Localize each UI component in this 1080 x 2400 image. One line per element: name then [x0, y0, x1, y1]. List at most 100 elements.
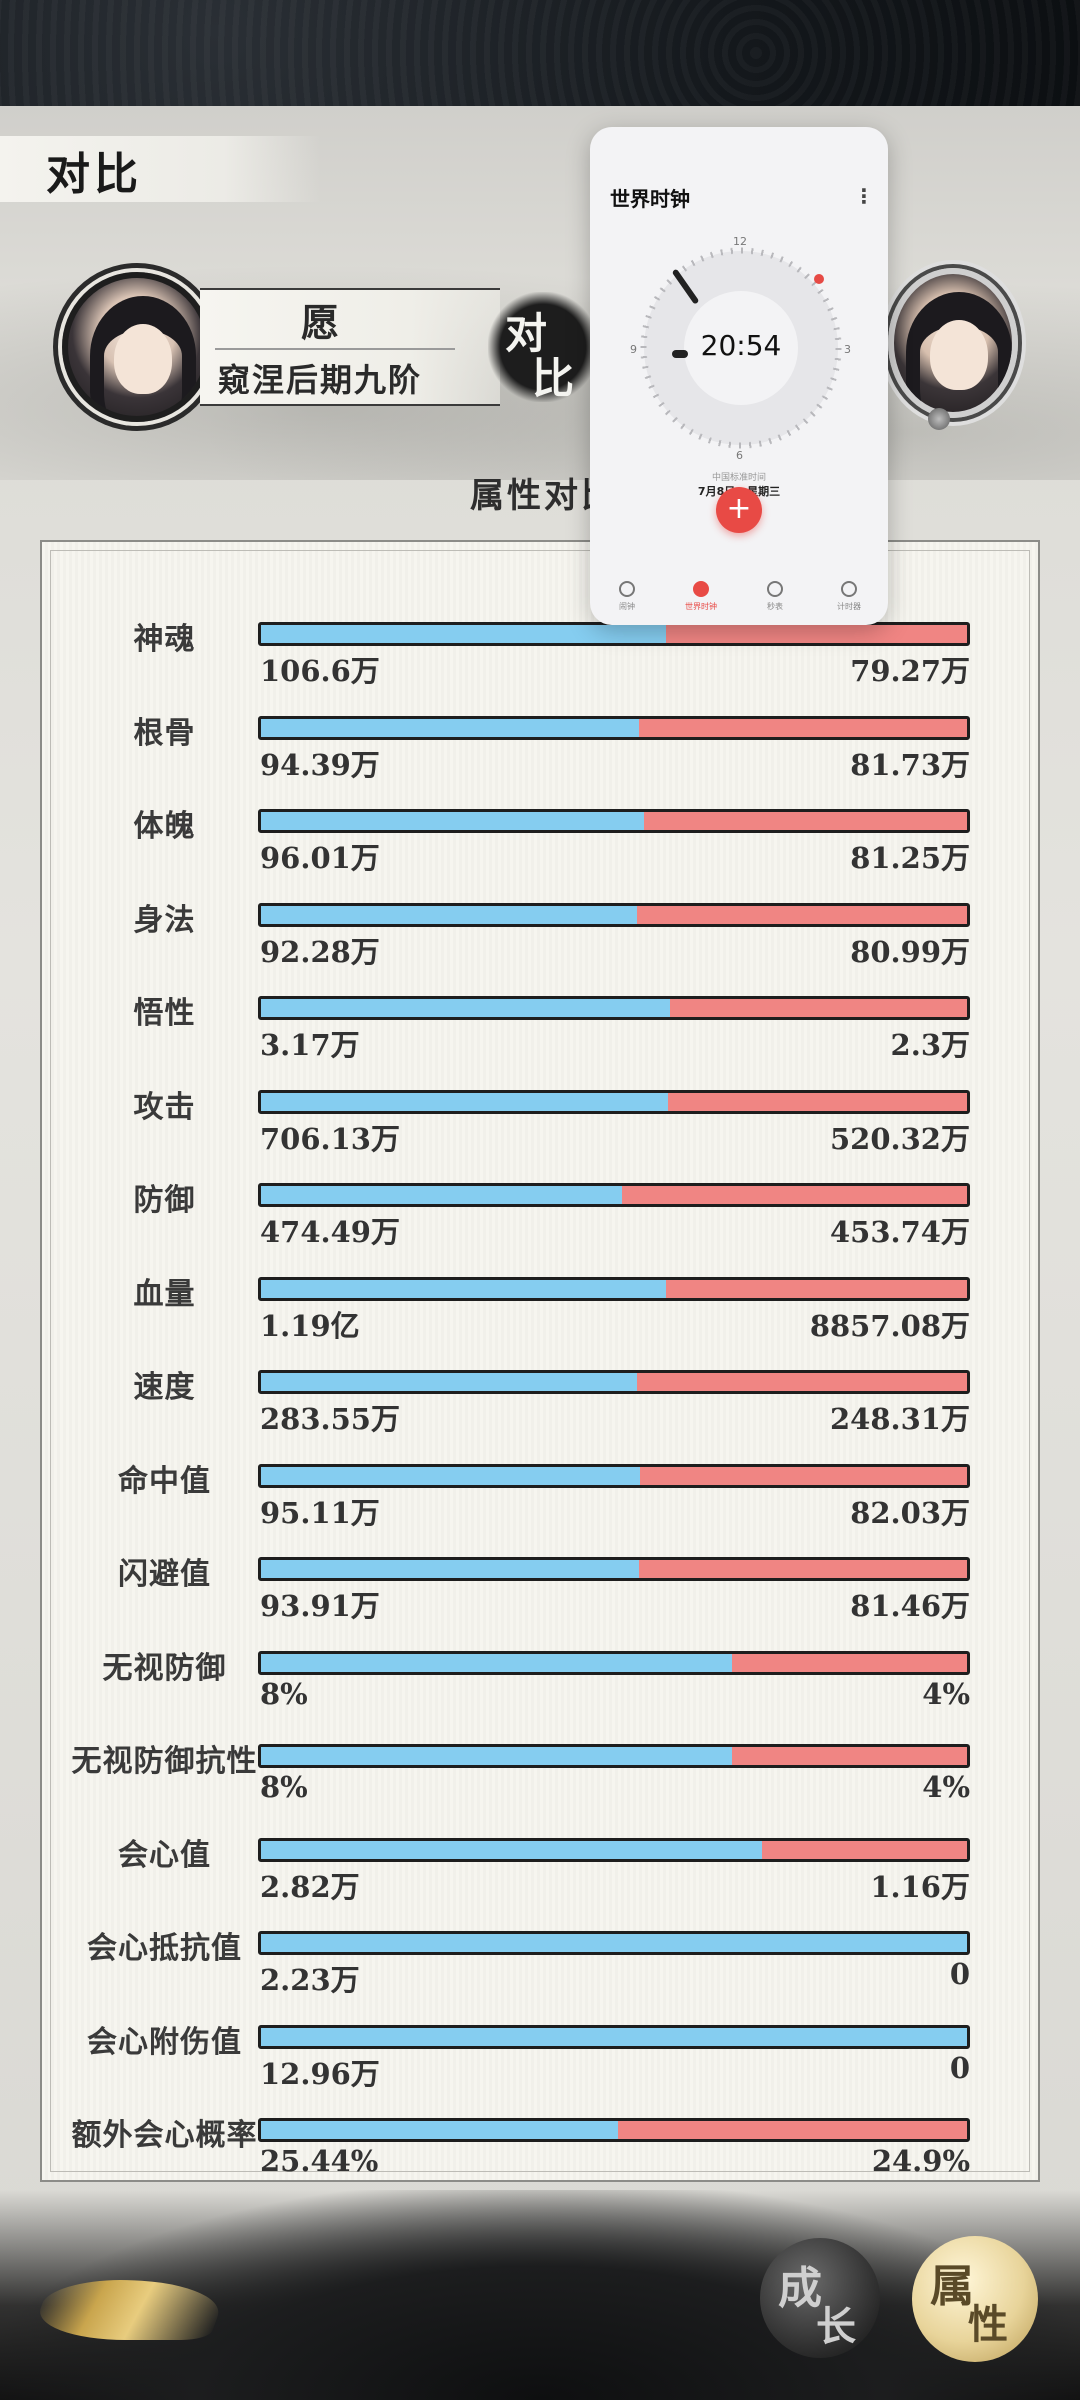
stat-value-left: 1.19亿	[260, 1308, 360, 1343]
stat-bar-left-share	[261, 2121, 618, 2139]
stat-value-right: 453.74万	[830, 1215, 970, 1249]
world-clock-window[interactable]: 世界时钟 ⋮ 12 3 6 9 20:54 中国标准时间 7月8日 · 星期三 …	[590, 127, 888, 625]
player-left-name: 愿	[300, 300, 339, 345]
stat-label: 防御	[133, 1183, 196, 1218]
stat-value-left: 93.91万	[260, 1589, 380, 1623]
stat-label: 闪避值	[118, 1557, 211, 1592]
stats-panel-frame	[50, 550, 1030, 2172]
stat-bar-left-share	[261, 1186, 622, 1204]
stat-label: 根骨	[133, 715, 196, 751]
growth-tab-button[interactable]: 成 长	[760, 2238, 880, 2358]
stat-value-left: 283.55万	[260, 1402, 400, 1436]
stat-value-left: 3.17万	[260, 1028, 360, 1062]
stat-row: 额外会心概率 25.44% 24.9%	[42, 2110, 1042, 2204]
stat-value-left: 2.82万	[260, 1869, 360, 1904]
stat-label: 身法	[133, 902, 196, 938]
dial-number-12: 12	[733, 235, 747, 248]
player-left-avatar[interactable]	[62, 272, 212, 422]
versus-char-2: 比	[532, 354, 575, 403]
stat-compare-bar	[258, 1650, 970, 1675]
stat-bar-left-share	[261, 999, 670, 1017]
stat-bar-left-share	[261, 1560, 640, 1578]
stat-row: 会心附伤值 12.96万 0	[42, 2017, 1042, 2111]
stat-label: 攻击	[133, 1089, 196, 1125]
player-name-plate	[200, 288, 500, 406]
stat-row: 命中值 95.11万 82.03万	[42, 1456, 1042, 1550]
stat-value-left: 106.6万	[260, 654, 380, 688]
dial-number-9: 9	[630, 343, 637, 356]
stat-value-right: 4%	[922, 1770, 970, 1804]
hourglass-icon	[841, 581, 857, 597]
avatar-face	[114, 324, 172, 394]
stat-value-left: 8%	[260, 1676, 308, 1711]
stat-compare-bar	[258, 622, 970, 646]
stat-value-right: 81.73万	[850, 747, 970, 782]
add-city-button[interactable]: +	[716, 487, 762, 533]
tab-char-1: 成	[778, 2263, 822, 2314]
top-banner	[0, 0, 1080, 106]
stat-value-right: 80.99万	[850, 934, 970, 969]
stat-bar-left-share	[261, 1092, 668, 1111]
attribute-tab-button[interactable]: 属 性	[912, 2236, 1038, 2362]
clock-tab-3[interactable]: 计时器	[812, 581, 886, 612]
tab-char-2: 长	[816, 2303, 856, 2350]
stat-label: 无视防御抗性	[71, 1744, 258, 1779]
stat-value-right: 0	[949, 1957, 970, 1991]
stat-label: 速度	[133, 1370, 196, 1405]
stat-row: 会心值 2.82万 1.16万	[42, 1830, 1042, 1924]
stat-row: 攻击 706.13万 520.32万	[42, 1082, 1042, 1176]
stat-compare-bar	[258, 1557, 970, 1581]
stat-row: 无视防御抗性 8% 4%	[42, 1736, 1042, 1830]
stat-row: 身法 92.28万 80.99万	[42, 895, 1042, 989]
stat-bar-left-share	[261, 812, 644, 830]
stat-compare-bar	[258, 715, 970, 740]
tab-char-2: 性	[968, 2301, 1008, 2348]
clock-digital-time: 20:54	[700, 329, 782, 362]
stat-value-left: 94.39万	[260, 747, 380, 782]
stat-compare-bar	[258, 2118, 970, 2142]
dial-number-6: 6	[736, 449, 743, 462]
stopwatch-icon	[767, 581, 783, 597]
stat-row: 体魄 96.01万 81.25万	[42, 801, 1042, 895]
versus-char-1: 对	[505, 309, 548, 358]
stat-bar-left-share	[261, 1934, 967, 1952]
stat-value-right: 8857.08万	[809, 1308, 970, 1343]
stat-row: 无视防御 8% 4%	[42, 1643, 1042, 1737]
stat-value-left: 706.13万	[260, 1121, 400, 1156]
stat-label: 命中值	[118, 1463, 211, 1499]
stat-row: 闪避值 93.91万 81.46万	[42, 1549, 1042, 1643]
versus-emblem	[488, 292, 598, 402]
stat-compare-bar	[258, 2024, 970, 2049]
avatar-ornament	[928, 408, 950, 430]
stat-value-left: 2.23万	[260, 1963, 360, 1997]
clock-tab-label: 世界时钟	[685, 602, 717, 611]
stat-row: 根骨 94.39万 81.73万	[42, 708, 1042, 802]
stat-row: 血量 1.19亿 8857.08万	[42, 1269, 1042, 1363]
stat-row: 悟性 3.17万 2.3万	[42, 988, 1042, 1082]
clock-tab-0[interactable]: 闹钟	[590, 581, 664, 612]
globe-icon	[693, 581, 709, 597]
stat-label: 神魂	[133, 622, 196, 657]
clock-tab-2[interactable]: 秒表	[738, 581, 812, 612]
clock-tab-1[interactable]: 世界时钟	[664, 581, 738, 612]
player-right-avatar[interactable]	[888, 268, 1018, 418]
stat-compare-bar	[258, 1089, 970, 1114]
stat-label: 额外会心概率	[71, 2118, 258, 2153]
stat-row: 防御 474.49万 453.74万	[42, 1175, 1042, 1269]
stat-bar-left-share	[261, 1840, 762, 1859]
stat-bar-left-share	[261, 1279, 666, 1298]
stat-compare-bar	[258, 902, 970, 927]
alarm-icon	[619, 581, 635, 597]
clock-timezone: 中国标准时间	[711, 473, 766, 483]
stat-value-right: 1.16万	[870, 1869, 970, 1904]
stat-value-right: 248.31万	[830, 1402, 970, 1436]
stat-row: 神魂 106.6万 79.27万	[42, 614, 1042, 708]
stat-label: 会心值	[118, 1837, 211, 1873]
stat-value-left: 96.01万	[260, 841, 380, 875]
stat-label: 会心抵抗值	[87, 1931, 242, 1966]
clock-tab-label: 闹钟	[619, 602, 635, 611]
stat-bar-left-share	[261, 625, 666, 643]
clock-tab-label: 秒表	[767, 602, 783, 611]
stat-label: 悟性	[133, 996, 196, 1031]
more-options-icon[interactable]: ⋮	[854, 184, 874, 208]
